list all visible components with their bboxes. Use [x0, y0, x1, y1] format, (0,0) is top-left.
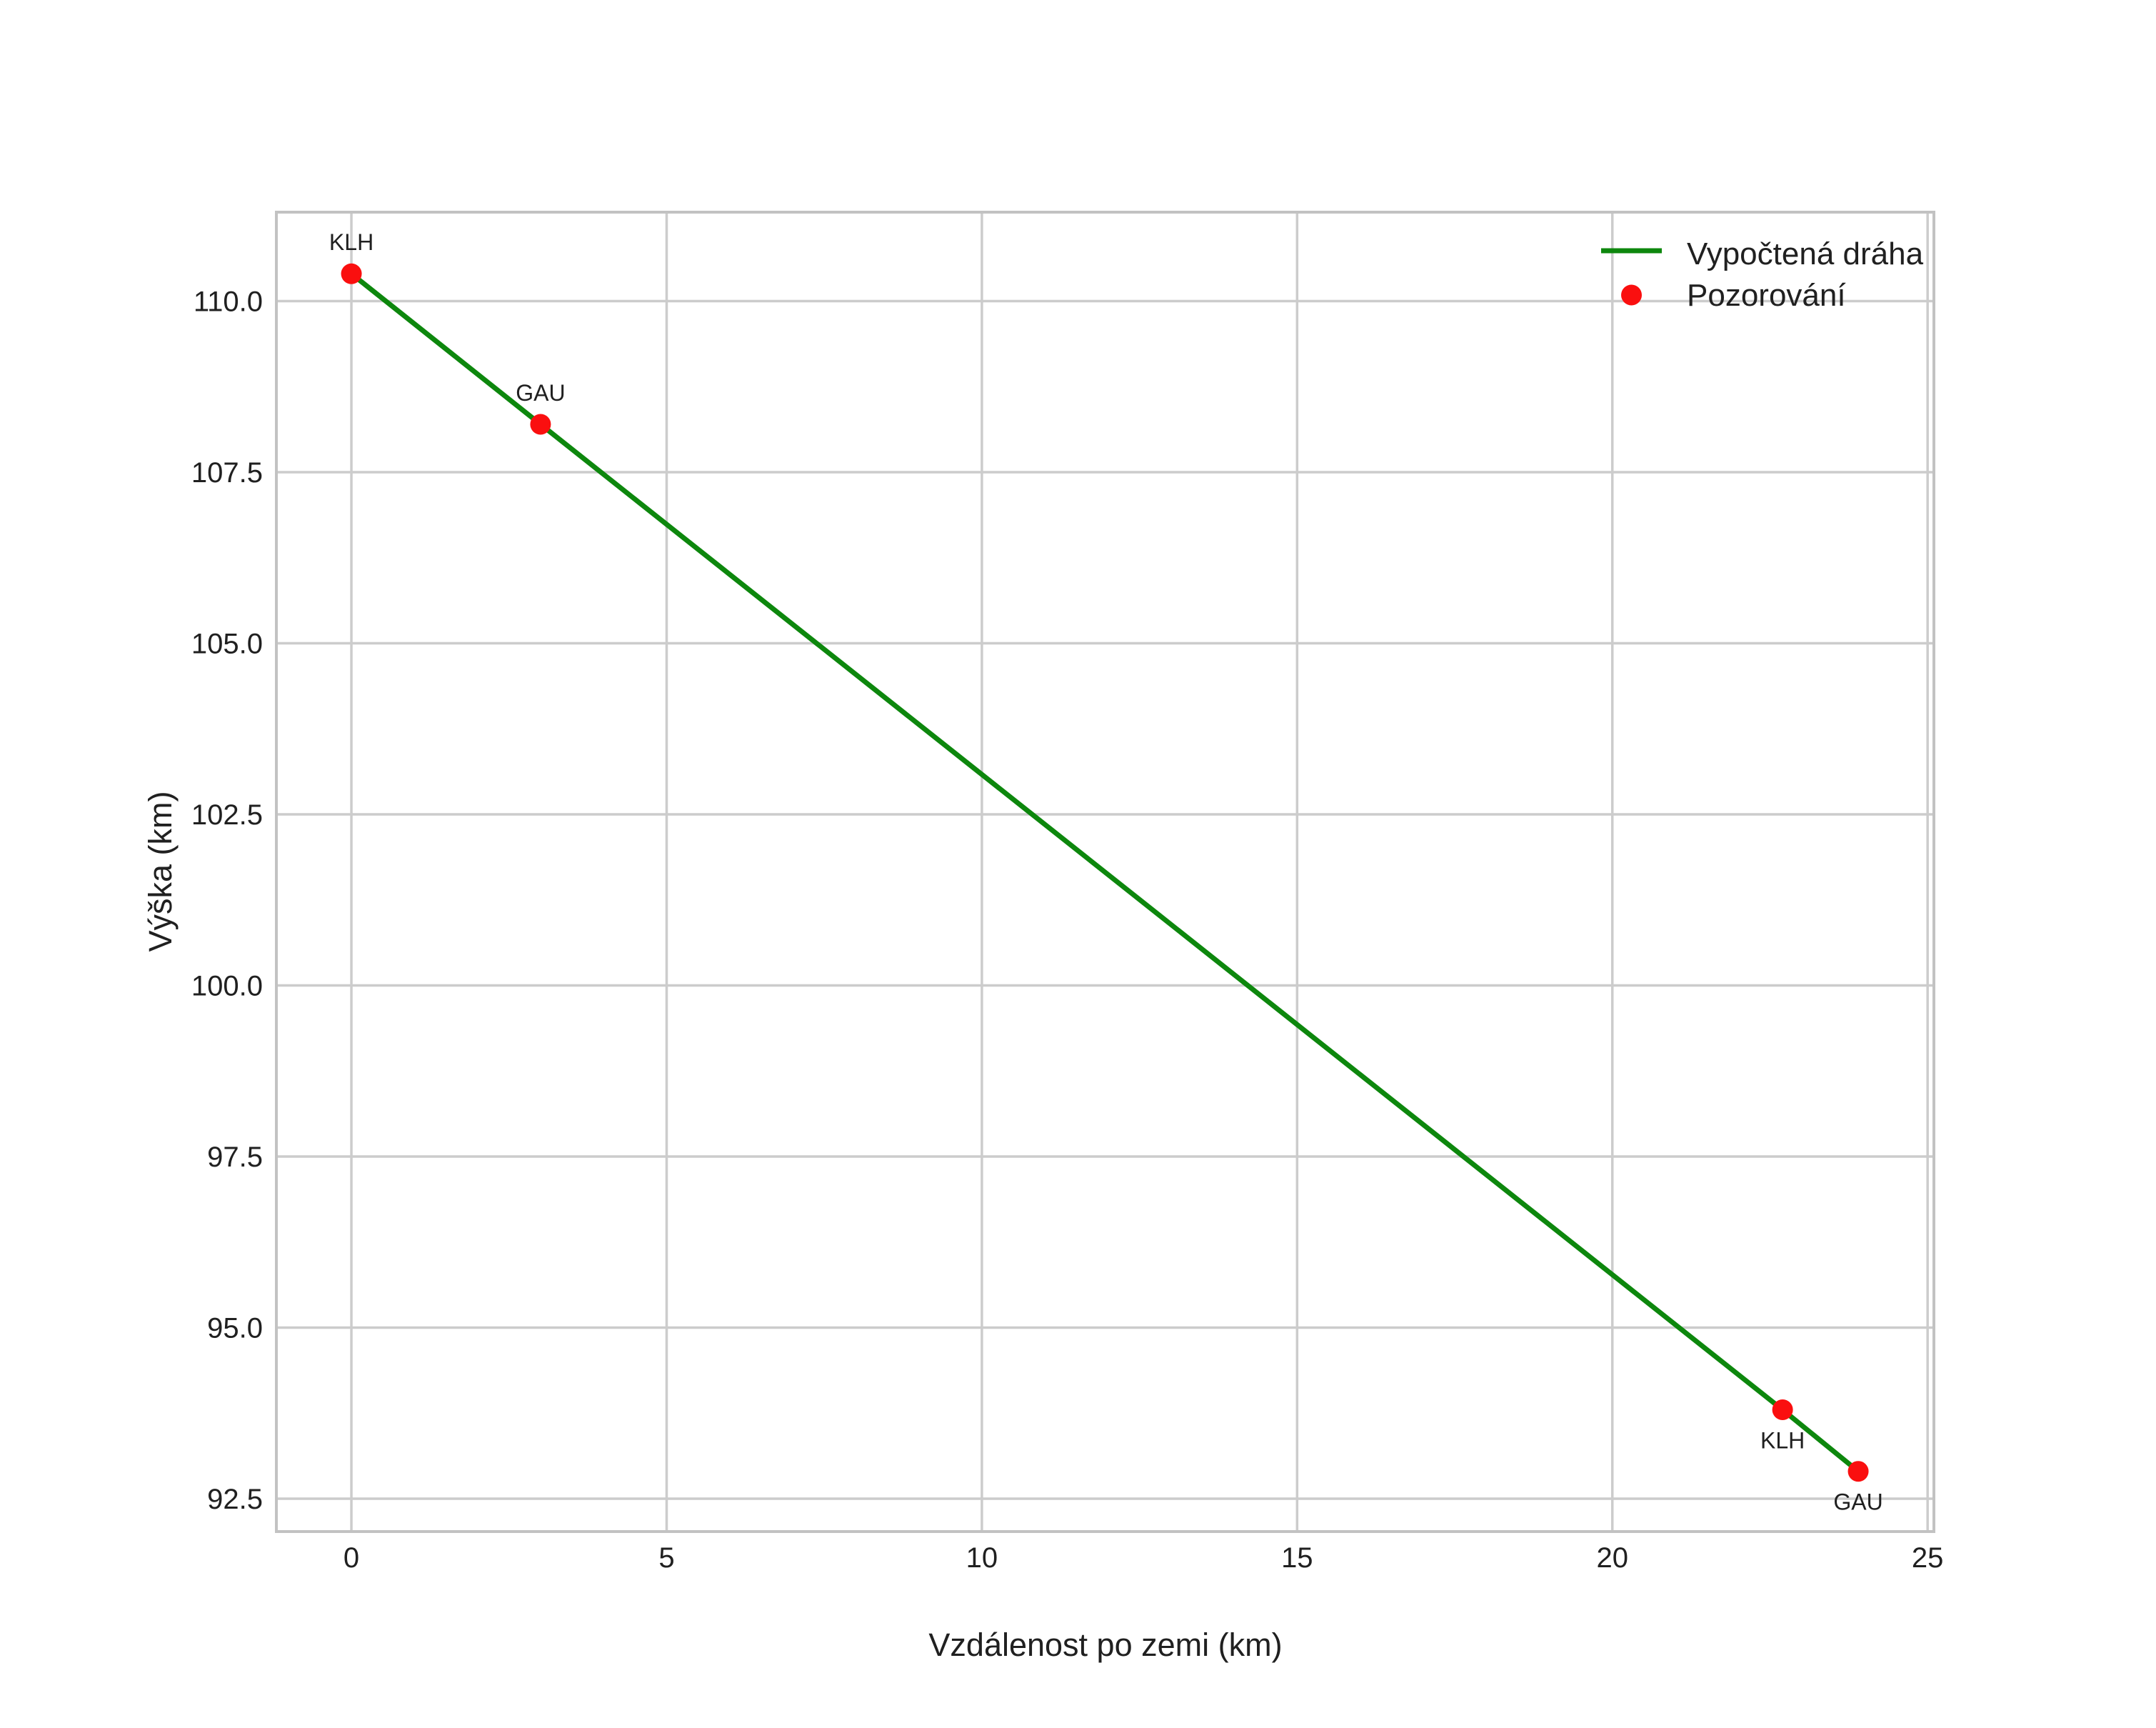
x-tick-label: 0 — [344, 1542, 359, 1574]
trajectory-line-layer — [349, 271, 1861, 1474]
x-tick-labels: 0 5 10 15 20 25 — [344, 1542, 1943, 1574]
legend-label-observations: Pozorování — [1687, 278, 1846, 313]
observation-points-layer — [341, 263, 1869, 1482]
x-tick-label: 25 — [1912, 1542, 1944, 1574]
x-tick-label: 10 — [966, 1542, 998, 1574]
y-tick-label: 102.5 — [191, 799, 263, 831]
point-labels-layer: KLH GAU KLH GAU — [329, 229, 1883, 1514]
y-tick-label: 107.5 — [191, 457, 263, 489]
observation-point — [341, 263, 362, 284]
observation-point — [1772, 1399, 1793, 1420]
observation-point — [530, 414, 551, 435]
y-tick-label: 95.0 — [207, 1313, 263, 1344]
legend: Vypočtená dráha Pozorování — [1601, 236, 1924, 313]
y-tick-label: 97.5 — [207, 1142, 263, 1173]
y-tick-label: 105.0 — [191, 629, 263, 660]
observation-point — [1847, 1461, 1869, 1482]
gridlines — [276, 212, 1934, 1532]
plot-area-border — [275, 211, 1935, 1533]
x-axis-label: Vzdálenost po zemi (km) — [928, 1627, 1282, 1663]
point-label: GAU — [516, 380, 565, 406]
legend-point-swatch — [1621, 284, 1642, 306]
y-axis-label: Výška (km) — [142, 791, 179, 952]
y-tick-label: 100.0 — [191, 971, 263, 1002]
y-tick-label: 110.0 — [194, 286, 263, 318]
y-tick-labels: 92.5 95.0 97.5 100.0 102.5 105.0 107.5 110.0 — [191, 286, 263, 1515]
x-tick-label: 5 — [658, 1542, 674, 1574]
x-tick-label: 15 — [1281, 1542, 1313, 1574]
x-tick-label: 20 — [1596, 1542, 1628, 1574]
legend-label-trajectory: Vypočtená dráha — [1687, 236, 1924, 271]
point-label: GAU — [1833, 1489, 1882, 1515]
point-label: KLH — [329, 229, 373, 255]
y-tick-label: 92.5 — [207, 1484, 263, 1515]
point-label: KLH — [1760, 1427, 1805, 1453]
trajectory-path — [349, 271, 1861, 1474]
